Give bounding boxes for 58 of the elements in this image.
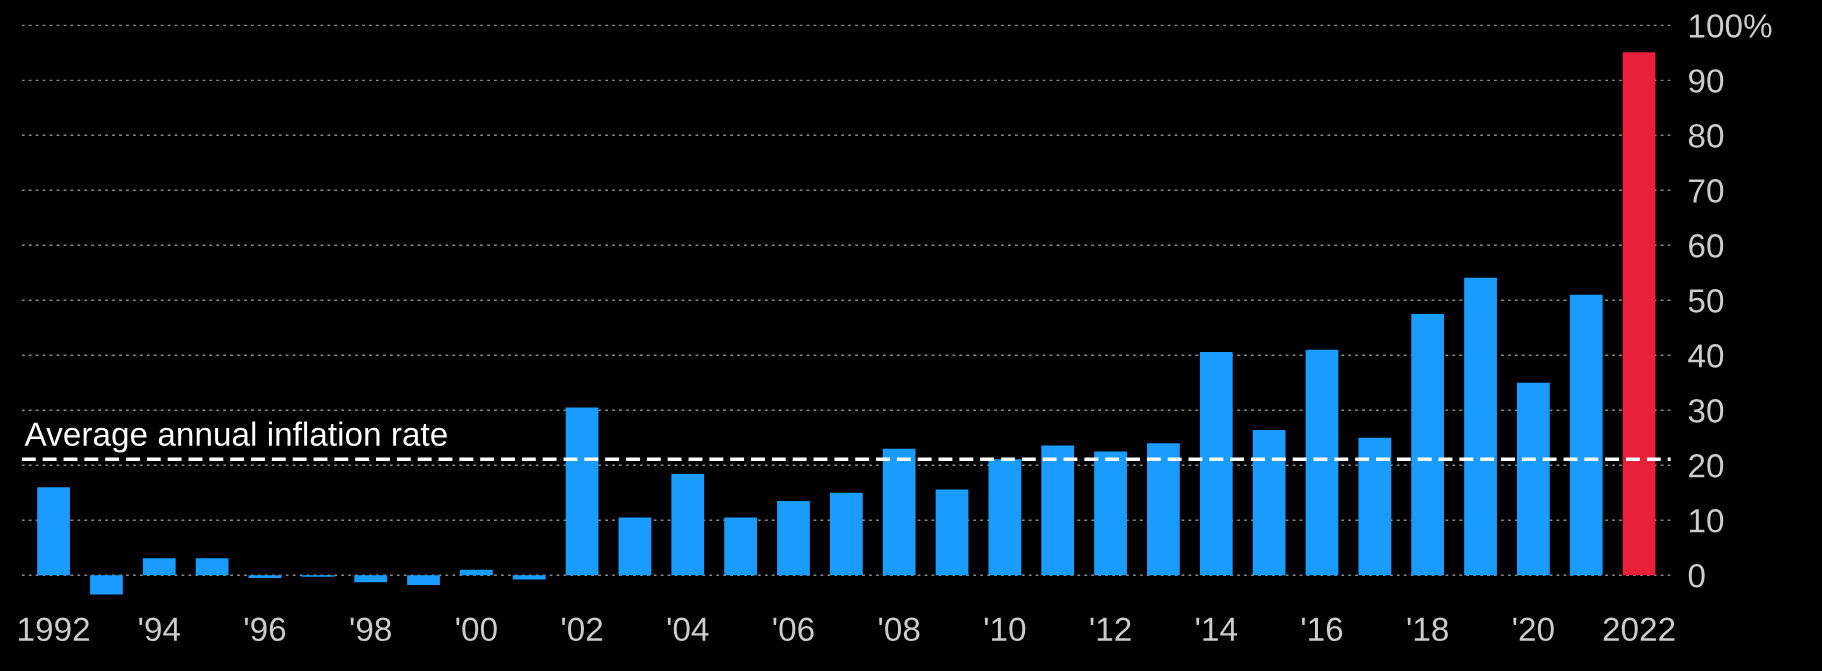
bar (565, 407, 599, 576)
bar (882, 448, 916, 576)
x-tick-label: 1992 (19, 617, 89, 642)
bar (1411, 314, 1445, 576)
bar (618, 517, 652, 576)
bar (935, 489, 969, 576)
x-tick-label: '18 (1407, 617, 1448, 642)
bar (248, 575, 282, 578)
x-tick-label: 2022 (1603, 617, 1675, 642)
y-tick-label: 10 (1689, 509, 1724, 533)
bar (1252, 430, 1286, 576)
bar (512, 575, 546, 580)
x-tick-label: '02 (562, 617, 603, 642)
x-tick-label: '00 (456, 617, 497, 642)
bar (407, 575, 440, 586)
y-tick-label: 20 (1689, 454, 1724, 478)
bar (1094, 451, 1127, 576)
bar (724, 517, 757, 576)
x-tick-label: '94 (139, 617, 181, 642)
bar (1305, 349, 1339, 576)
bar (829, 492, 863, 576)
bar (37, 487, 70, 576)
y-tick-label: 30 (1688, 399, 1724, 423)
y-tick-label: 100% (1689, 14, 1772, 38)
bar (671, 474, 705, 576)
x-tick-label: '12 (1090, 617, 1131, 641)
bar (1516, 382, 1550, 576)
x-tick-label: '20 (1513, 617, 1554, 642)
bar (354, 575, 388, 583)
ref-line-label: Average annual inflation rate (24, 421, 447, 453)
bar (1464, 277, 1497, 576)
bar (1358, 437, 1392, 576)
x-tick-label: '96 (244, 617, 286, 642)
x-tick-label: '14 (1196, 617, 1238, 641)
y-tick-label: 50 (1688, 289, 1724, 313)
x-tick-label: '98 (350, 617, 391, 642)
bar (459, 569, 493, 576)
x-tick-label: '06 (773, 617, 814, 642)
x-tick-label: '10 (984, 617, 1026, 642)
bar (1622, 52, 1656, 576)
bar (1041, 445, 1075, 576)
x-tick-label: '08 (879, 617, 920, 642)
bar (1569, 294, 1603, 576)
x-tick-label: '04 (667, 617, 709, 642)
bar (1199, 351, 1233, 576)
bar (988, 459, 1022, 576)
y-tick-label: 70 (1689, 179, 1724, 203)
bar (777, 500, 810, 576)
bar (1147, 443, 1180, 576)
bar (195, 558, 229, 576)
y-tick-label: 60 (1689, 234, 1724, 258)
y-tick-label: 40 (1688, 344, 1724, 368)
bar (142, 558, 176, 576)
x-tick-label: '16 (1301, 617, 1343, 642)
y-tick-label: 0 (1688, 564, 1705, 588)
bar (90, 575, 123, 595)
y-tick-label: 80 (1688, 124, 1724, 148)
y-tick-label: 90 (1689, 69, 1724, 93)
